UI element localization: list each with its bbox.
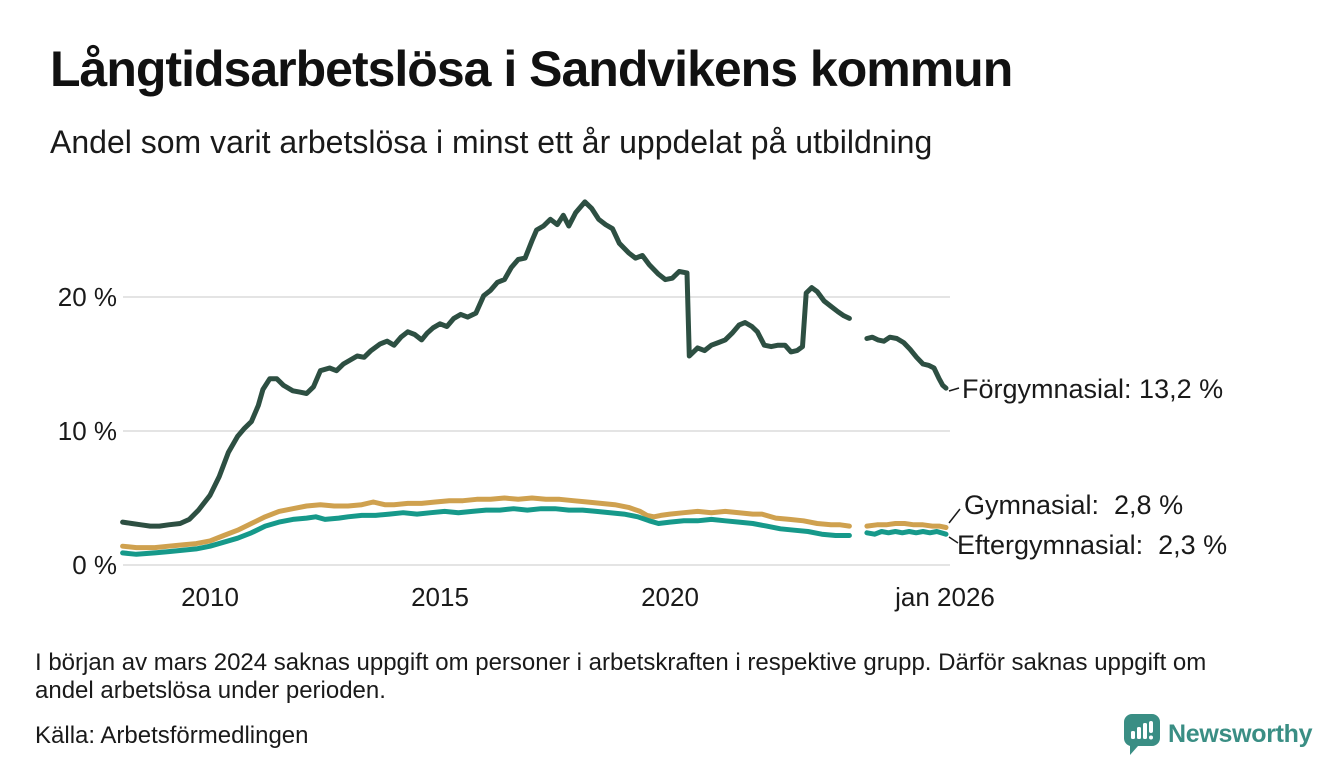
x-axis-tick-2020: 2020 [641,582,699,612]
label-connectors [948,387,961,544]
series-end-label-forgymnasial: Förgymnasial: 13,2 % [962,374,1224,404]
y-axis-tick-20: 20 % [57,282,117,312]
source-credit: Källa: Arbetsförmedlingen [35,722,309,749]
chart-footnote: I början av mars 2024 saknas uppgift om … [35,649,1315,705]
series-line-förgymnasial [864,334,949,391]
footnote-line-1: I början av mars 2024 saknas uppgift om … [35,649,1207,676]
y-axis-tick-0: 0 % [72,550,117,580]
footnote-line-2: andel arbetslösa under perioden. [35,677,386,704]
newsworthy-speech-bubble-bar-chart-icon [1124,714,1160,761]
x-axis-tick-2010: 2010 [181,582,239,612]
series-end-label-gymnasial: Gymnasial: 2,8 % [964,490,1184,520]
chart-subtitle: Andel som varit arbetslösa i minst ett å… [50,124,933,160]
series-lines [120,199,949,557]
series-line-eftergymnasial [120,506,852,557]
connector-gymnasial [948,508,961,524]
x-axis-tick-2015: 2015 [411,582,469,612]
connector-forgymnasial [948,387,960,392]
series-line-gymnasial [120,495,852,551]
series-line-förgymnasial [120,199,852,529]
gridlines [123,296,950,566]
newsworthy-logo: Newsworthy [1124,714,1324,764]
y-axis-tick-10: 10 % [57,416,117,446]
series-line-eftergymnasial [864,529,949,537]
page-title: Långtidsarbetslösa i Sandvikens kommun [50,41,1013,97]
newsworthy-logo-text: Newsworthy [1168,720,1313,748]
connector-eftergymnasial [948,536,959,544]
x-axis-tick-jan-2026: jan 2026 [895,582,995,612]
series-line-gymnasial [864,521,949,530]
series-end-label-eftergymnasial: Eftergymnasial: 2,3 % [957,530,1228,560]
